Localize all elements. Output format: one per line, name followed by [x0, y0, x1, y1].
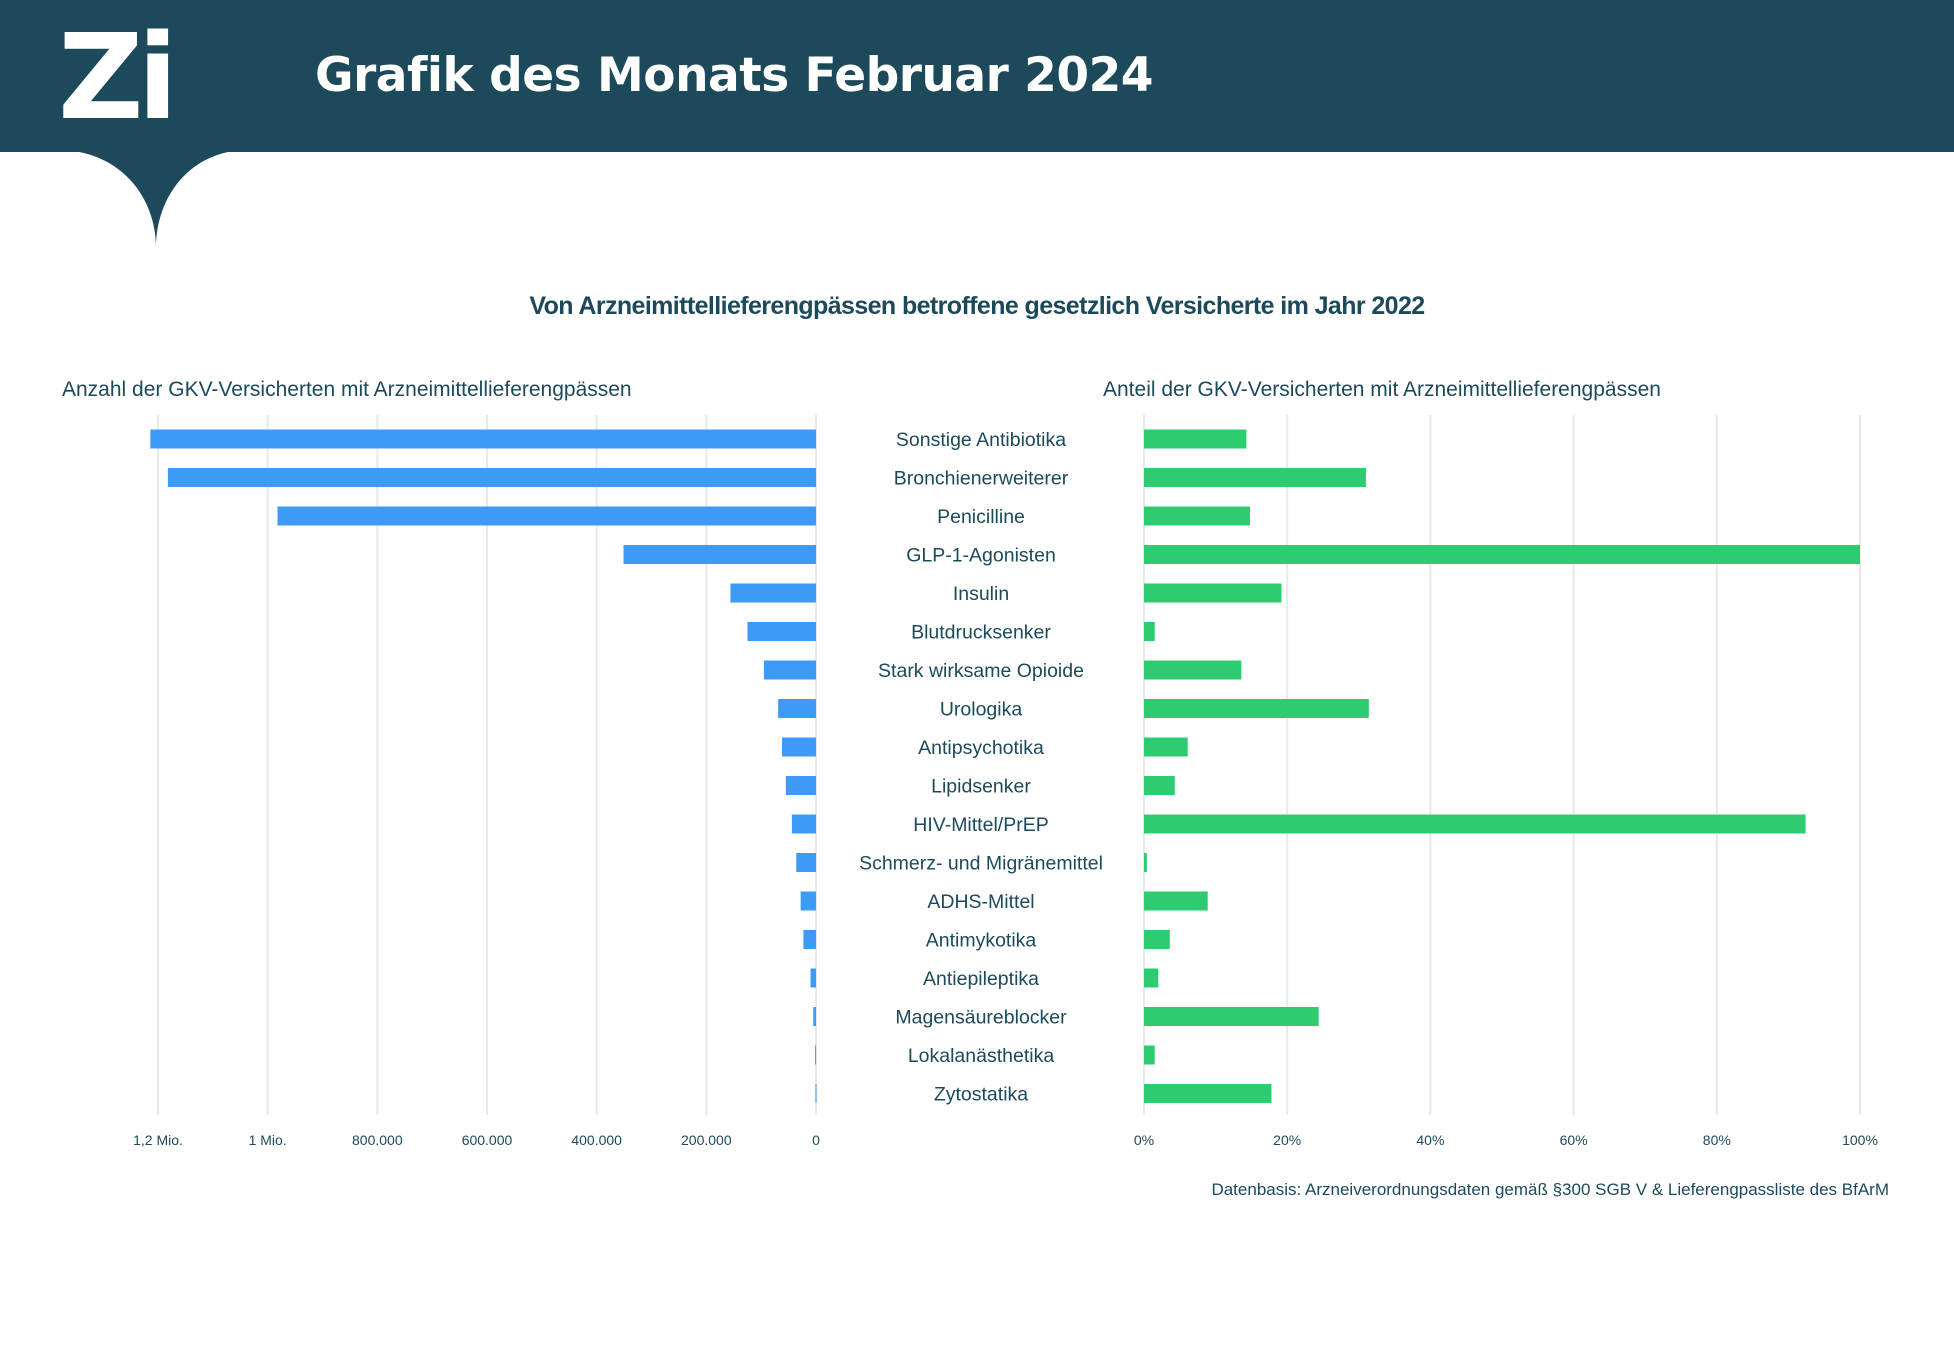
left-bar	[815, 1084, 817, 1103]
right-bar	[1144, 737, 1188, 757]
right-bar	[1144, 853, 1147, 872]
left-bar	[800, 891, 816, 911]
left-bar	[763, 660, 816, 680]
chart-title: Von Arzneimittellieferengpässen betroffe…	[529, 292, 1425, 320]
left-tick-label: 800.000	[352, 1132, 403, 1148]
category-label: HIV-Mittel/PrEP	[913, 814, 1048, 836]
left-bar	[785, 776, 816, 795]
category-label: Schmerz- und Migränemittel	[859, 853, 1103, 875]
category-label: Insulin	[953, 583, 1009, 605]
category-label: ADHS-Mittel	[927, 891, 1034, 913]
right-bar	[1144, 545, 1860, 564]
category-label: Antimykotika	[926, 930, 1037, 952]
right-bar	[1144, 583, 1282, 603]
right-bar	[1144, 429, 1247, 449]
right-bar	[1144, 622, 1155, 641]
right-bar	[1144, 1045, 1155, 1065]
left-bar	[730, 583, 816, 603]
left-bar	[778, 699, 816, 718]
right-tick-label: 100%	[1842, 1132, 1878, 1148]
left-bar	[623, 545, 816, 564]
category-label: Sonstige Antibiotika	[896, 429, 1066, 451]
category-label: Zytostatika	[934, 1084, 1028, 1106]
left-bar	[277, 506, 817, 526]
right-bar	[1144, 776, 1175, 795]
right-bar	[1144, 506, 1250, 526]
left-chart-subtitle: Anzahl der GKV-Versicherten mit Arzneimi…	[62, 378, 632, 401]
left-tick-label: 400.000	[571, 1132, 622, 1148]
category-label: Blutdrucksenker	[911, 622, 1051, 644]
left-bar	[810, 968, 816, 988]
right-tick-label: 80%	[1703, 1132, 1731, 1148]
left-bar	[815, 1045, 817, 1065]
category-label: Magensäureblocker	[895, 1007, 1067, 1029]
category-label: Urologika	[940, 699, 1023, 721]
right-tick-label: 40%	[1416, 1132, 1444, 1148]
right-tick-label: 60%	[1560, 1132, 1588, 1148]
left-tick-label: 0	[812, 1132, 820, 1148]
right-bar	[1144, 814, 1806, 834]
zi-logo: Zi	[58, 8, 178, 146]
left-bar	[803, 930, 816, 949]
left-tick-label: 600.000	[462, 1132, 513, 1148]
header-drop-shape	[58, 150, 248, 248]
right-bar	[1144, 891, 1208, 911]
category-label: GLP-1-Agonisten	[906, 545, 1056, 567]
category-label: Bronchienerweiterer	[894, 468, 1069, 490]
right-tick-label: 0%	[1134, 1132, 1154, 1148]
page-title: Grafik des Monats Februar 2024	[315, 48, 1153, 103]
category-label: Lokalanästhetika	[908, 1045, 1055, 1067]
left-bar	[782, 737, 816, 757]
source-note: Datenbasis: Arzneiverordnungsdaten gemäß…	[1211, 1180, 1889, 1199]
right-bar	[1144, 660, 1242, 680]
right-bar	[1144, 930, 1170, 949]
category-label: Antiepileptika	[923, 968, 1039, 990]
header-bar	[0, 0, 1954, 152]
left-bar	[167, 468, 816, 487]
left-bar	[747, 622, 816, 641]
left-bar	[796, 853, 816, 872]
right-bar	[1144, 468, 1366, 487]
left-tick-label: 200.000	[681, 1132, 732, 1148]
right-tick-label: 20%	[1273, 1132, 1301, 1148]
left-bar	[813, 1007, 816, 1026]
right-bar	[1144, 699, 1369, 718]
left-tick-label: 1 Mio.	[249, 1132, 287, 1148]
left-bar	[791, 814, 816, 834]
category-label: Stark wirksame Opioide	[878, 660, 1084, 682]
right-bar	[1144, 968, 1159, 988]
category-label: Antipsychotika	[918, 737, 1044, 759]
right-bar	[1144, 1007, 1319, 1026]
right-bar	[1144, 1084, 1272, 1103]
left-tick-label: 1,2 Mio.	[133, 1132, 183, 1148]
right-chart-subtitle: Anteil der GKV-Versicherten mit Arzneimi…	[1103, 378, 1661, 401]
left-bar	[150, 429, 816, 449]
category-label: Lipidsenker	[931, 776, 1031, 798]
category-label: Penicilline	[937, 506, 1025, 528]
